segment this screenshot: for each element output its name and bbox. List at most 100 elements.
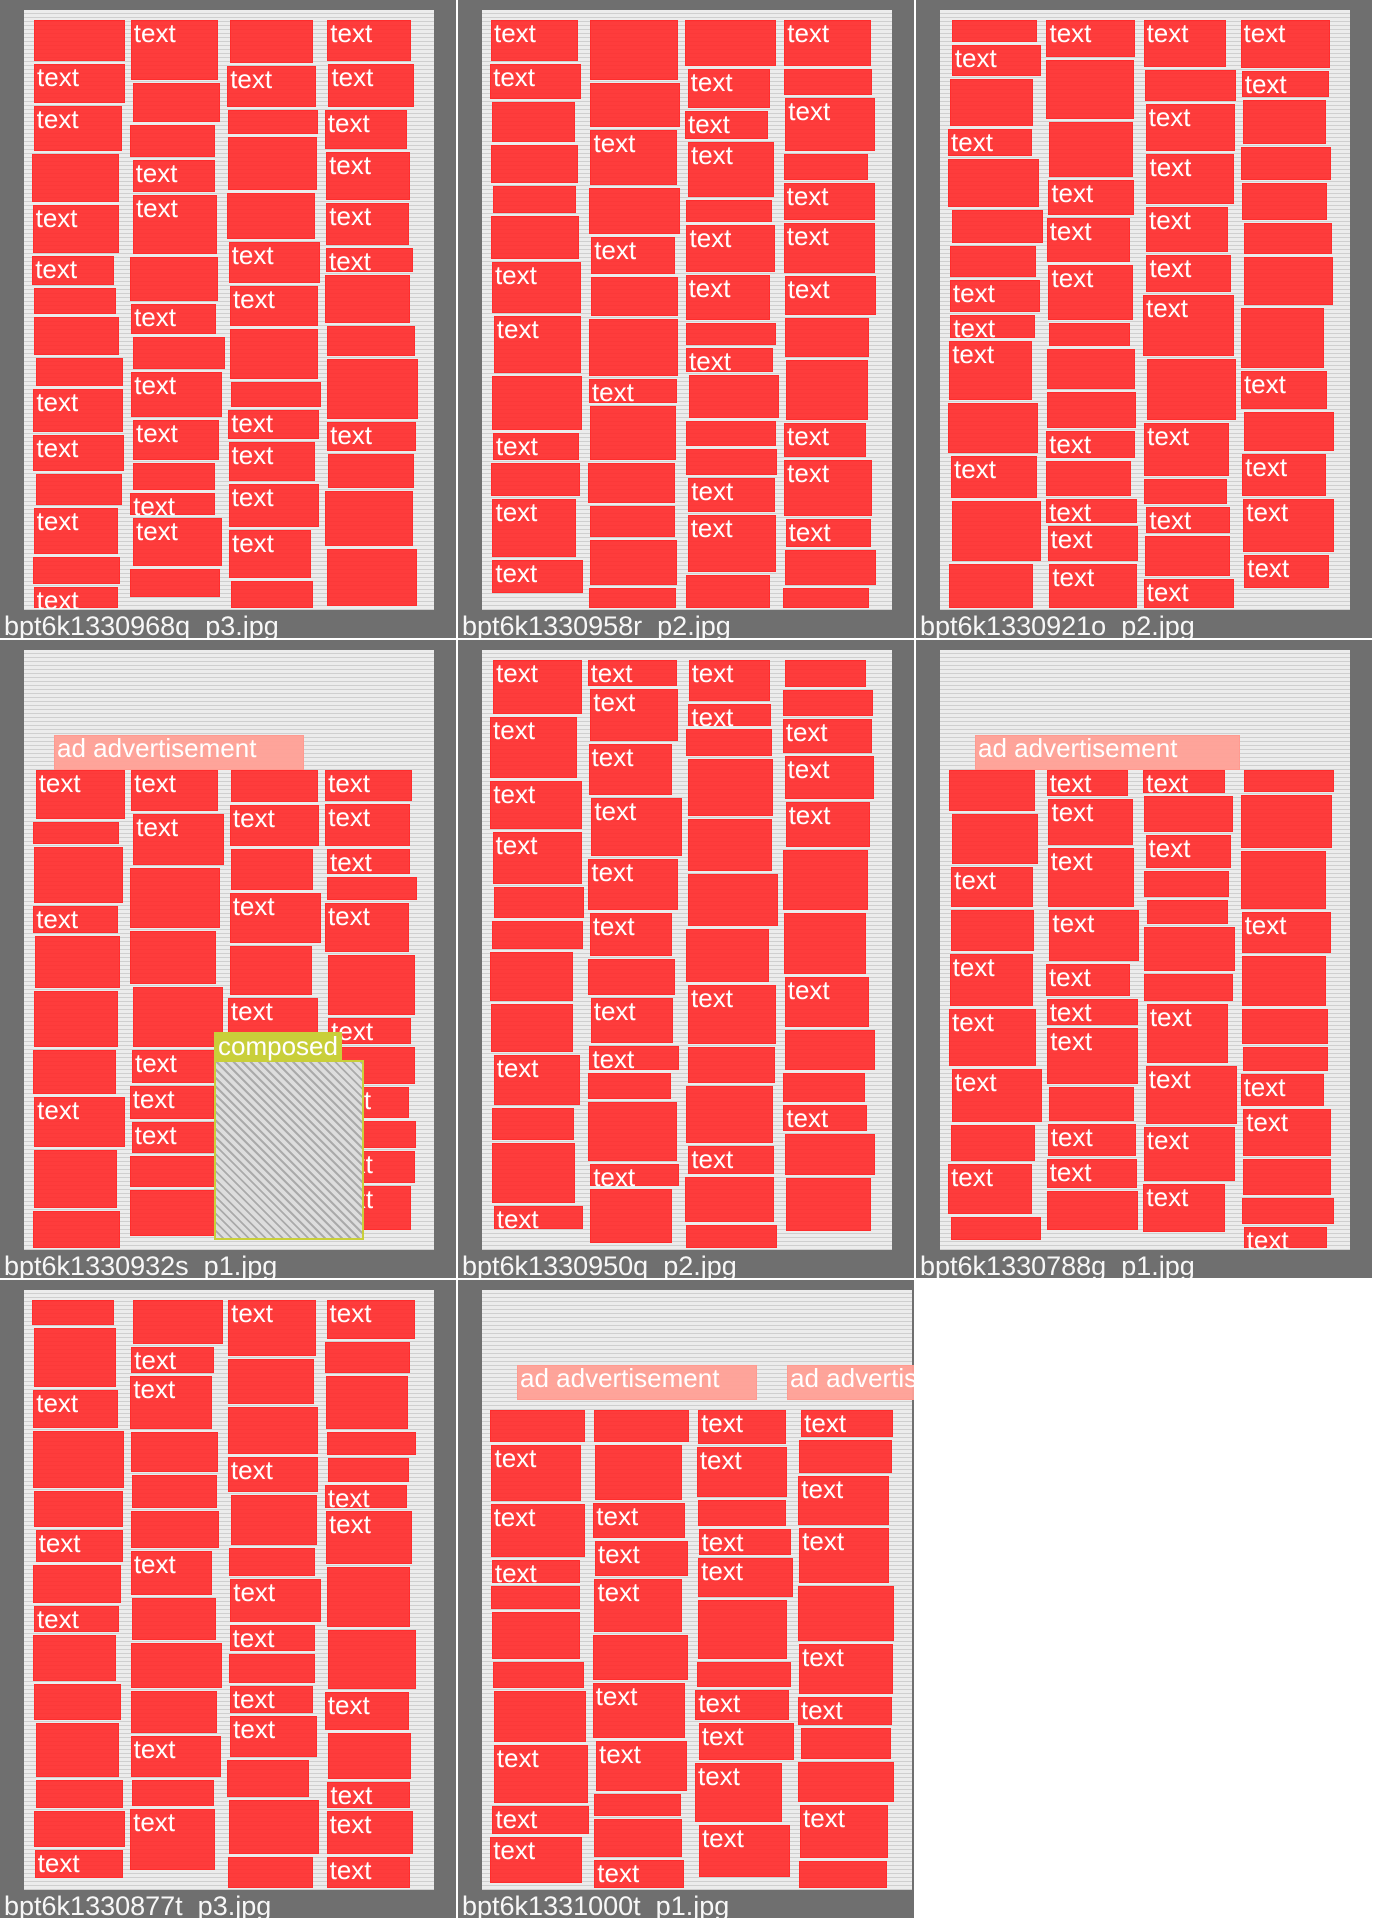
text-region-box: text xyxy=(131,303,216,334)
box-label: text xyxy=(701,1823,744,1853)
box-label: text xyxy=(493,1502,536,1532)
box-label: text xyxy=(590,658,633,688)
text-region-box: text xyxy=(951,455,1037,498)
box-label: text xyxy=(690,67,733,97)
text-region-box xyxy=(35,1723,120,1777)
newspaper-page: text text text text text text text text text text… xyxy=(940,650,1350,1254)
text-region-box: text xyxy=(696,1446,788,1497)
text-region-box: text xyxy=(133,813,225,865)
thumbnail-cell: text text text text text text text text text text… xyxy=(458,640,914,1278)
text-region-box: text xyxy=(785,518,872,547)
box-label: text xyxy=(132,1084,175,1114)
text-region-box: text xyxy=(229,804,319,846)
text-region-box xyxy=(230,849,314,890)
text-region-box xyxy=(1240,795,1332,848)
text-region-box xyxy=(950,246,1036,277)
composed-region-box: composed xyxy=(214,1032,364,1240)
text-region-box: text xyxy=(1240,19,1330,68)
text-region-box: text xyxy=(687,67,770,108)
text-region-box: text xyxy=(784,422,867,457)
text-region-box: text xyxy=(698,1528,792,1556)
text-region-box xyxy=(129,257,218,301)
text-region-box: text xyxy=(327,847,411,877)
text-region-box xyxy=(324,1342,410,1373)
text-region-box xyxy=(698,1500,787,1526)
box-label: text xyxy=(1050,1026,1093,1056)
box-label: text xyxy=(330,847,372,877)
text-region-box xyxy=(1046,392,1136,428)
text-region-box xyxy=(948,159,1040,207)
text-region-box: text xyxy=(130,1808,215,1870)
text-region-box: text xyxy=(797,1695,893,1725)
text-region-box: text xyxy=(33,388,124,432)
text-region-box: text xyxy=(698,1823,791,1877)
box-label: text xyxy=(801,1474,844,1504)
box-label: text xyxy=(329,1855,372,1885)
text-region-box xyxy=(1143,974,1234,1001)
text-region-box: text xyxy=(327,421,417,451)
box-label: text xyxy=(1243,1072,1286,1102)
text-region-box xyxy=(783,690,874,716)
box-label: text xyxy=(800,1695,843,1725)
box-label: text xyxy=(36,1388,79,1418)
box-label: ad advertisement xyxy=(790,1363,914,1393)
text-region-box: text xyxy=(132,517,223,566)
text-region-box: text xyxy=(490,780,582,829)
text-region-box: text xyxy=(695,1689,790,1720)
text-region-box xyxy=(951,501,1041,561)
filename-caption: bpt6k1331000t_p1.jpg xyxy=(462,1891,730,1918)
text-region-box xyxy=(492,102,575,142)
text-region-box: text xyxy=(589,912,673,956)
text-region-box xyxy=(686,449,777,475)
text-region-box xyxy=(490,1004,573,1052)
box-label: text xyxy=(689,346,731,376)
text-region-box: text xyxy=(686,346,773,376)
box-label: text xyxy=(328,768,371,798)
text-region-box xyxy=(491,1612,581,1659)
text-region-box xyxy=(1143,479,1228,504)
text-region-box: text xyxy=(950,314,1035,342)
text-region-box: text xyxy=(230,1578,322,1622)
text-region-box xyxy=(131,1475,218,1508)
text-region-box: text xyxy=(324,902,410,952)
text-region-box xyxy=(782,1073,866,1102)
box-label: text xyxy=(787,975,830,1005)
text-region-box: text xyxy=(593,1502,685,1538)
text-region-box xyxy=(1045,461,1131,496)
text-region-box xyxy=(594,1445,683,1500)
text-region-box: text xyxy=(592,1682,686,1738)
text-region-box: text xyxy=(1045,963,1131,996)
box-label: text xyxy=(591,857,634,887)
box-label: text xyxy=(786,181,829,211)
text-region-box: text xyxy=(492,559,583,593)
text-region-box xyxy=(784,913,867,974)
box-label: text xyxy=(1049,497,1092,527)
text-region-box xyxy=(797,1586,895,1641)
text-region-box: text xyxy=(326,1810,413,1854)
text-region-box xyxy=(594,1819,682,1857)
text-region-box xyxy=(685,1177,775,1222)
text-region-box: text xyxy=(591,236,676,274)
text-region-box xyxy=(798,1762,894,1802)
box-label: text xyxy=(330,18,373,48)
box-label: text xyxy=(328,1509,371,1539)
text-region-box xyxy=(1145,536,1230,576)
box-label: text xyxy=(328,802,371,832)
text-region-box xyxy=(32,1300,114,1325)
box-label: text xyxy=(135,193,178,223)
box-label: text xyxy=(38,768,81,798)
text-region-box xyxy=(589,506,676,537)
box-label: text xyxy=(231,440,274,470)
text-region-box: text xyxy=(229,1624,315,1652)
text-region-box xyxy=(949,564,1033,608)
box-label: text xyxy=(1050,846,1093,876)
thumbnail-cell: text text text text text text text text text text… xyxy=(0,1280,456,1918)
text-region-box: text xyxy=(325,1509,413,1564)
box-label: text xyxy=(494,1443,537,1473)
text-region-box xyxy=(492,186,576,213)
text-region-box xyxy=(492,921,584,949)
text-region-box: text xyxy=(948,128,1033,156)
text-region-box: text xyxy=(951,1068,1043,1122)
text-region-box xyxy=(1144,871,1229,897)
box-label: text xyxy=(593,687,636,717)
